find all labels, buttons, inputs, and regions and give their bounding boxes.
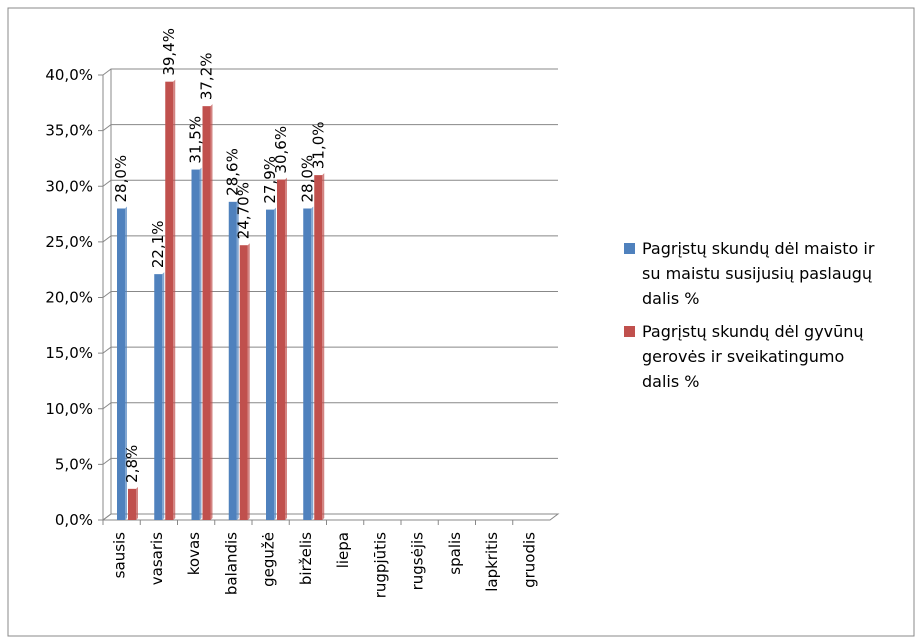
legend-swatch (624, 326, 635, 337)
bar-side (247, 243, 250, 520)
grid-line (102, 124, 558, 132)
data-label: 31,0% (309, 121, 327, 169)
grid-line (102, 68, 558, 76)
data-label: 24,70% (235, 182, 253, 239)
bar-side (322, 173, 325, 520)
bar (266, 209, 274, 521)
bar (228, 201, 237, 520)
data-label: 39,4% (160, 28, 178, 76)
y-tick-label: 10,0% (45, 400, 93, 418)
data-label: 28,6% (224, 148, 242, 196)
x-tick-label: sausis (111, 532, 129, 578)
bar (239, 245, 248, 520)
grid-line (102, 402, 558, 410)
y-tick-label: 30,0% (45, 177, 93, 195)
grid-line (102, 179, 558, 187)
legend-swatch (624, 243, 635, 254)
bar (154, 274, 163, 520)
x-tick-label: vasaris (148, 532, 166, 585)
bar (277, 179, 285, 520)
data-label: 2,8% (123, 445, 141, 483)
bar-side (285, 177, 287, 520)
bar (202, 106, 211, 521)
y-tick-label: 25,0% (45, 233, 93, 251)
legend-label: Pagrįstų skundų dėl gyvūnų gerovės ir sv… (642, 322, 864, 391)
x-tick-label: spalis (446, 532, 464, 575)
data-label: 27,9% (261, 156, 279, 204)
bar (191, 169, 200, 520)
x-tick-label: kovas (185, 532, 203, 575)
data-label: 31,5% (187, 116, 205, 164)
data-label: 28,0% (112, 155, 130, 203)
x-tick-label: lapkritis (483, 532, 501, 592)
bar (314, 175, 323, 520)
y-tick-label: 0,0% (55, 511, 93, 529)
bar-side (210, 104, 213, 521)
x-tick-label: rugpjūtis (371, 532, 389, 598)
grid-line (102, 235, 558, 243)
legend-item: Pagrįstų skundų dėl maisto ir su maistu … (620, 236, 880, 311)
bar (117, 208, 125, 520)
bar-side (236, 199, 239, 520)
data-label: 28,0% (298, 155, 316, 203)
data-label: 22,1% (149, 220, 167, 268)
bar-side (162, 272, 165, 520)
x-tick-label: gruodis (520, 532, 538, 588)
y-tick-label: 15,0% (45, 344, 93, 362)
data-label: 37,2% (198, 52, 216, 100)
bar-side (199, 167, 202, 520)
grid-line (102, 346, 558, 354)
legend: Pagrįstų skundų dėl maisto ir su maistu … (620, 236, 880, 402)
bar-side (311, 206, 314, 520)
x-tick-label: gegužė (260, 532, 278, 587)
y-tick-label: 20,0% (45, 289, 93, 307)
bar-side (274, 207, 276, 521)
bar-side (173, 79, 176, 521)
bar (128, 488, 136, 520)
bar (165, 81, 174, 521)
y-tick-label: 40,0% (45, 66, 93, 84)
x-tick-label: rugsėjis (409, 532, 427, 591)
y-tick-label: 35,0% (45, 122, 93, 140)
grid-line (102, 291, 558, 298)
legend-item: Pagrįstų skundų dėl gyvūnų gerovės ir sv… (620, 319, 880, 394)
x-tick-label: birželis (297, 532, 315, 585)
bar (303, 208, 312, 520)
grid-line (102, 457, 558, 465)
y-tick-label: 5,0% (55, 455, 93, 473)
x-tick-label: balandis (222, 532, 240, 595)
legend-label: Pagrįstų skundų dėl maisto ir su maistu … (642, 239, 875, 308)
bar-side (136, 486, 138, 520)
grid-line (102, 513, 558, 521)
x-tick-label: liepa (334, 532, 352, 568)
bar-side (125, 206, 127, 520)
data-label: 30,6% (272, 126, 290, 174)
